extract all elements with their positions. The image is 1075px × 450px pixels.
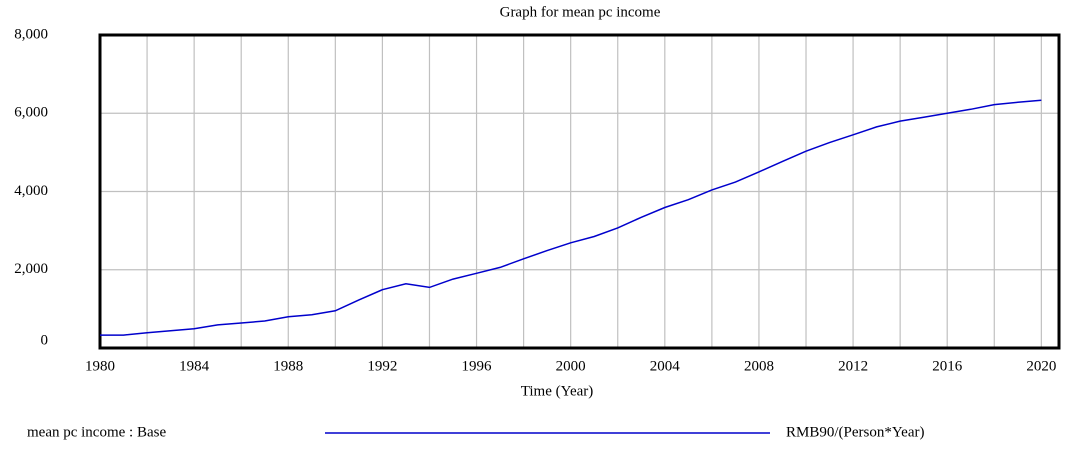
x-tick-label: 1996 bbox=[462, 358, 493, 374]
y-tick-label: 0 bbox=[41, 332, 49, 348]
legend-label: mean pc income : Base bbox=[27, 424, 166, 440]
x-tick-label: 1984 bbox=[179, 358, 210, 374]
x-tick-label: 1980 bbox=[85, 358, 115, 374]
plot-border bbox=[98, 33, 1061, 350]
y-tick-label: 6,000 bbox=[14, 105, 48, 121]
x-tick-label: 1988 bbox=[273, 358, 303, 374]
x-tick-label: 2000 bbox=[556, 358, 586, 374]
y-tick-label: 2,000 bbox=[14, 261, 48, 277]
x-tick-label: 2012 bbox=[838, 358, 868, 374]
x-tick-label: 2004 bbox=[650, 358, 681, 374]
x-tick-label: 2020 bbox=[1026, 358, 1056, 374]
chart-title: Graph for mean pc income bbox=[500, 4, 661, 20]
legend-units: RMB90/(Person*Year) bbox=[786, 424, 924, 440]
x-tick-label: 2008 bbox=[744, 358, 774, 374]
series-line bbox=[100, 99, 1042, 336]
x-tick-label: 2016 bbox=[932, 358, 963, 374]
x-axis-title: Time (Year) bbox=[521, 383, 594, 399]
x-tick-label: 1992 bbox=[367, 358, 397, 374]
y-tick-label: 4,000 bbox=[14, 183, 48, 199]
y-tick-label: 8,000 bbox=[14, 26, 48, 42]
